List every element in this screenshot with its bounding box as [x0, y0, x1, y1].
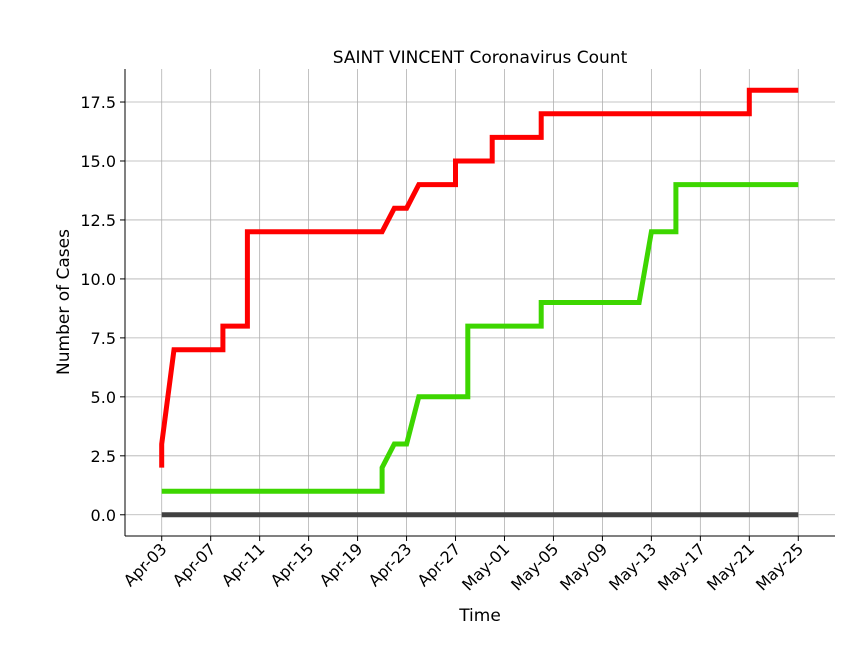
x-tick-label: May-21: [703, 539, 758, 594]
series-line-2: [161, 182, 799, 494]
x-tick-label: Apr-03: [120, 539, 171, 590]
series-layer: [159, 87, 799, 518]
x-tick-label: Apr-11: [218, 539, 269, 590]
x-tick-label: May-01: [458, 539, 513, 594]
x-tick-label: Apr-27: [414, 539, 465, 590]
chart-title: SAINT VINCENT Coronavirus Count: [333, 48, 628, 68]
y-tick-label: 7.5: [91, 329, 116, 348]
x-tick-label: Apr-19: [316, 539, 367, 590]
y-tick-label: 10.0: [80, 270, 116, 289]
axes-layer: [124, 69, 835, 537]
x-tick-label: Apr-15: [267, 539, 318, 590]
x-tick-label: May-05: [507, 539, 562, 594]
y-tick-label: 0.0: [91, 506, 116, 525]
x-tick-label: May-17: [654, 539, 709, 594]
y-tick-label: 5.0: [91, 388, 116, 407]
y-tick-label: 2.5: [91, 447, 116, 466]
x-axis-label: Time: [458, 606, 501, 626]
grid-layer: [125, 69, 835, 536]
x-tick-label: May-09: [556, 539, 611, 594]
x-tick-label: Apr-07: [169, 539, 220, 590]
x-tick-label: Apr-23: [365, 539, 416, 590]
y-tick-label: 15.0: [80, 152, 116, 171]
y-tick-label: 12.5: [80, 211, 116, 230]
y-axis-label: Number of Cases: [54, 229, 74, 375]
x-tick-label: May-25: [752, 539, 807, 594]
x-tick-label: May-13: [605, 539, 660, 594]
tick-layer: Apr-03Apr-07Apr-11Apr-15Apr-19Apr-23Apr-…: [80, 93, 807, 594]
series-line-1: [159, 87, 799, 468]
y-tick-label: 17.5: [80, 93, 116, 112]
